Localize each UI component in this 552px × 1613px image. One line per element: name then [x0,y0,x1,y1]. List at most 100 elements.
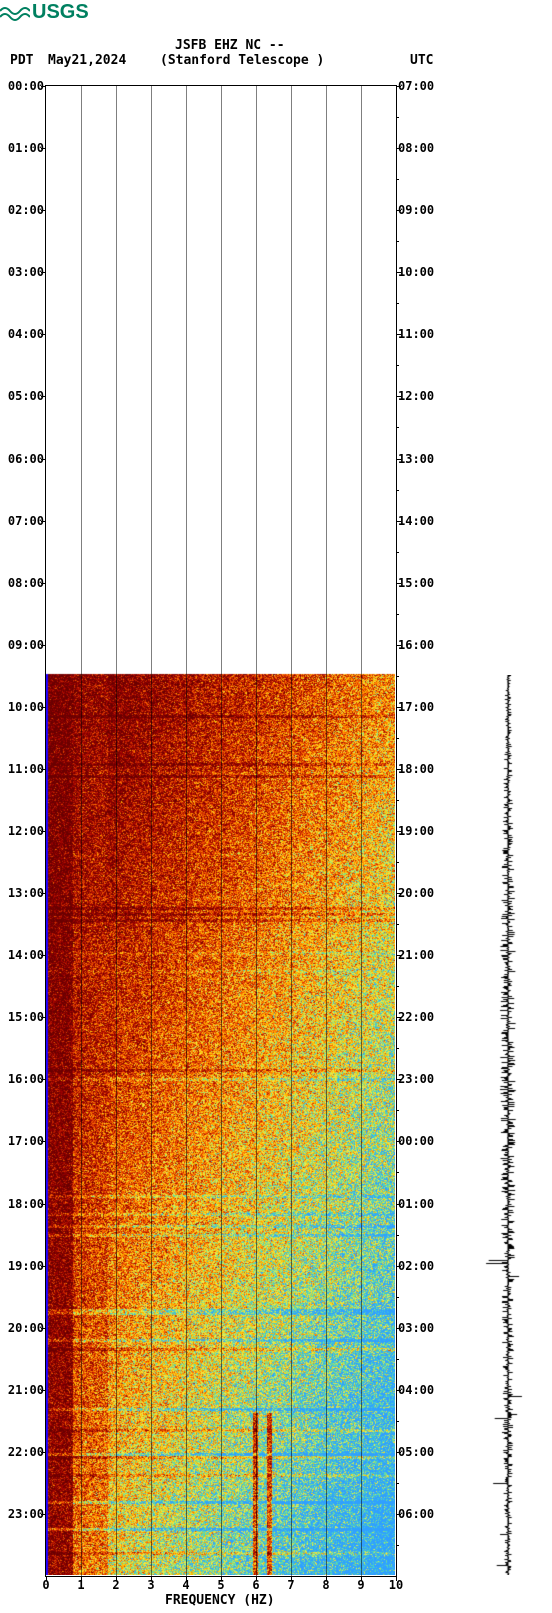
ytick-label-left: 00:00 [0,79,46,93]
ytick-minor-right [396,800,399,801]
ytick-label-left: 05:00 [0,389,46,403]
ytick-label-left: 03:00 [0,265,46,279]
usgs-logo-text: USGS [32,1,89,24]
x-axis-label: FREQUENCY (HZ) [165,1593,275,1608]
ytick-label-left: 08:00 [0,576,46,590]
date-label: May21,2024 [48,53,126,68]
ytick-label-right: 17:00 [396,700,448,714]
ytick-minor-right [396,117,399,118]
ytick-label-left: 22:00 [0,1445,46,1459]
ytick-label-right: 11:00 [396,327,448,341]
ytick-minor-right [396,1172,399,1173]
ytick-label-right: 10:00 [396,265,448,279]
plot-area: 01234567891000:0001:0002:0003:0004:0005:… [45,85,397,1577]
xtick-label: 5 [217,1576,224,1592]
xtick-label: 1 [77,1576,84,1592]
tz-right-label: UTC [410,53,433,68]
usgs-wave-icon [0,3,30,23]
ytick-label-left: 02:00 [0,203,46,217]
ytick-label-right: 07:00 [396,79,448,93]
ytick-label-right: 08:00 [396,141,448,155]
usgs-logo: USGS [0,0,120,25]
ytick-label-left: 19:00 [0,1259,46,1273]
ytick-minor-right [396,986,399,987]
ytick-label-right: 23:00 [396,1072,448,1086]
ytick-minor-right [396,614,399,615]
ytick-minor-right [396,738,399,739]
ytick-label-left: 17:00 [0,1134,46,1148]
ytick-minor-right [396,1483,399,1484]
ytick-label-left: 18:00 [0,1197,46,1211]
ytick-label-right: 01:00 [396,1197,448,1211]
ytick-minor-right [396,1421,399,1422]
ytick-minor-right [396,924,399,925]
ytick-label-right: 14:00 [396,514,448,528]
ytick-minor-right [396,241,399,242]
ytick-label-left: 09:00 [0,638,46,652]
xtick-label: 3 [147,1576,154,1592]
ytick-label-left: 11:00 [0,762,46,776]
ytick-label-right: 03:00 [396,1321,448,1335]
gridline-v [326,86,327,1576]
ytick-label-right: 22:00 [396,1010,448,1024]
tz-left-label: PDT [10,53,33,68]
ytick-label-right: 05:00 [396,1445,448,1459]
ytick-label-right: 13:00 [396,452,448,466]
ytick-minor-right [396,1545,399,1546]
gridline-v [151,86,152,1576]
ytick-label-left: 12:00 [0,824,46,838]
ytick-label-left: 23:00 [0,1507,46,1521]
ytick-label-right: 21:00 [396,948,448,962]
gridline-v [256,86,257,1576]
gridline-v [291,86,292,1576]
ytick-label-right: 09:00 [396,203,448,217]
ytick-label-left: 04:00 [0,327,46,341]
ytick-label-right: 12:00 [396,389,448,403]
ytick-minor-right [396,303,399,304]
gridline-v [221,86,222,1576]
xtick-label: 9 [357,1576,364,1592]
ytick-minor-right [396,1048,399,1049]
ytick-label-left: 13:00 [0,886,46,900]
ytick-label-left: 07:00 [0,514,46,528]
ytick-minor-right [396,427,399,428]
ytick-label-left: 16:00 [0,1072,46,1086]
ytick-label-right: 00:00 [396,1134,448,1148]
ytick-label-left: 21:00 [0,1383,46,1397]
ytick-label-left: 01:00 [0,141,46,155]
gridline-v [81,86,82,1576]
xtick-label: 0 [42,1576,49,1592]
ytick-label-left: 06:00 [0,452,46,466]
ytick-minor-right [396,862,399,863]
xtick-label: 7 [287,1576,294,1592]
ytick-label-right: 18:00 [396,762,448,776]
seismic-trace [478,675,538,1575]
ytick-label-left: 14:00 [0,948,46,962]
ytick-label-right: 16:00 [396,638,448,652]
ytick-minor-right [396,1297,399,1298]
ytick-minor-right [396,365,399,366]
ytick-label-left: 10:00 [0,700,46,714]
ytick-minor-right [396,1235,399,1236]
xtick-label: 2 [112,1576,119,1592]
ytick-minor-right [396,490,399,491]
ytick-label-left: 20:00 [0,1321,46,1335]
ytick-label-right: 02:00 [396,1259,448,1273]
ytick-minor-right [396,1110,399,1111]
ytick-label-left: 15:00 [0,1010,46,1024]
gridline-v [361,86,362,1576]
station-line1: JSFB EHZ NC -- [175,38,285,53]
ytick-label-right: 20:00 [396,886,448,900]
gridline-v [186,86,187,1576]
ytick-label-right: 04:00 [396,1383,448,1397]
xtick-label: 8 [322,1576,329,1592]
ytick-minor-right [396,676,399,677]
ytick-label-right: 15:00 [396,576,448,590]
station-line2: (Stanford Telescope ) [160,53,324,68]
ytick-minor-right [396,552,399,553]
gridline-v [116,86,117,1576]
root: USGS JSFB EHZ NC -- (Stanford Telescope … [0,0,552,1613]
xtick-label: 10 [389,1576,403,1592]
ytick-label-right: 06:00 [396,1507,448,1521]
xtick-label: 4 [182,1576,189,1592]
